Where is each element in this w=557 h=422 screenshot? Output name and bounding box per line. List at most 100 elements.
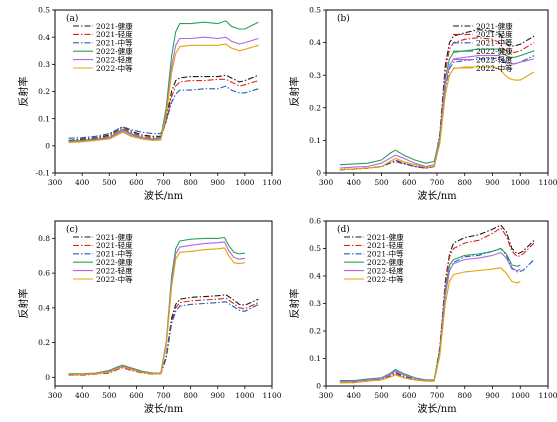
- x-tick-label: 700: [156, 178, 171, 187]
- series-line: [68, 20, 259, 142]
- y-tick-label: 0.2: [38, 87, 50, 96]
- y-tick-label: 0.5: [38, 6, 50, 15]
- y-tick-label: 0.3: [309, 71, 321, 80]
- x-tick-label: 700: [156, 391, 171, 400]
- series-line: [68, 247, 245, 376]
- series-line: [68, 78, 259, 142]
- panel-label: (c): [66, 224, 78, 235]
- x-tick-label: 500: [102, 178, 117, 187]
- x-tick-label: 900: [211, 178, 226, 187]
- legend-entry: 2021-健康: [367, 232, 404, 242]
- legend-entry: 2021-中等: [476, 38, 513, 48]
- x-tick-label: 300: [319, 178, 334, 187]
- legend-entry: 2022-健康: [476, 46, 513, 56]
- x-tick-label: 1100: [262, 391, 281, 400]
- x-tick-label: 400: [75, 178, 90, 187]
- x-axis-label: 波长/nm: [417, 402, 457, 415]
- x-tick-label: 700: [430, 178, 445, 187]
- series-line: [68, 301, 259, 376]
- x-tick-label: 900: [211, 391, 226, 400]
- y-tick-label: 0.6: [309, 217, 321, 226]
- x-tick-label: 400: [347, 391, 362, 400]
- legend-entry: 2021-轻度: [96, 29, 133, 39]
- series-line: [68, 43, 259, 144]
- legend-entry: 2022-轻度: [96, 54, 133, 64]
- x-tick-label: 800: [183, 391, 198, 400]
- chart-panel: 300 400 500 600 700 800 900 1000 1100 -0.1 0 0.1 0.2…: [17, 6, 282, 202]
- x-tick-label: 300: [48, 178, 63, 187]
- legend-entry: 2022-轻度: [367, 265, 404, 275]
- x-tick-label: 300: [48, 391, 63, 400]
- legend: 2021-健康2021-轻度2021-中等2022-健康2022-轻度2022-…: [344, 232, 404, 284]
- x-tick-label: 1100: [262, 178, 281, 187]
- y-axis-label: 反射率: [17, 77, 30, 107]
- legend-entry: 2022-中等: [96, 274, 133, 284]
- panel-label: (b): [337, 13, 350, 24]
- y-axis-label: 反射率: [288, 289, 301, 319]
- x-tick-label: 400: [347, 178, 362, 187]
- series-line: [68, 85, 259, 139]
- y-tick-label: 0.1: [38, 114, 50, 123]
- legend: 2021-健康2021-轻度2021-中等2022-健康2022-轻度2022-…: [453, 21, 513, 73]
- y-tick-label: 0.2: [38, 338, 50, 347]
- x-tick-label: 600: [129, 391, 144, 400]
- y-tick-label: 0.4: [38, 33, 50, 42]
- legend: 2021-健康2021-轻度2021-中等2022-健康2022-轻度2022-…: [73, 232, 133, 284]
- y-tick-label: 0: [316, 382, 321, 391]
- x-tick-label: 1000: [235, 178, 254, 187]
- x-tick-label: 700: [430, 391, 445, 400]
- y-tick-label: 0.4: [309, 38, 321, 47]
- legend-entry: 2021-中等: [367, 249, 404, 259]
- chart-panel: 300 400 500 600 700 800 900 1000 1100 0 0.2 0.4 0.6 0…: [17, 220, 282, 415]
- y-tick-label: 0.2: [309, 327, 321, 336]
- panel-label: (d): [337, 224, 350, 235]
- y-tick-label: 0.5: [309, 6, 321, 15]
- x-tick-label: 500: [102, 391, 117, 400]
- y-tick-label: 0.2: [309, 103, 321, 112]
- chart-panel: 300 400 500 600 700 800 900 1000 1100 0 0.1 0.2 0.3 0…: [288, 6, 557, 202]
- legend-entry: 2021-健康: [476, 21, 513, 31]
- legend-entry: 2021-轻度: [476, 29, 513, 39]
- x-tick-label: 900: [485, 178, 500, 187]
- legend-entry: 2021-轻度: [367, 240, 404, 250]
- legend-entry: 2022-轻度: [96, 265, 133, 275]
- chart-panel: 300 400 500 600 700 800 900 1000 1100 0 0.1 0.2 0.3 0…: [288, 217, 557, 415]
- legend-entry: 2021-健康: [96, 232, 133, 242]
- legend-entry: 2021-中等: [96, 249, 133, 259]
- y-axis-label: 反射率: [17, 289, 30, 319]
- legend-entry: 2022-健康: [96, 46, 133, 56]
- y-tick-label: 0.4: [38, 303, 50, 312]
- y-tick-label: 0: [45, 141, 50, 150]
- legend-entry: 2022-轻度: [476, 54, 513, 64]
- legend-entry: 2022-健康: [96, 257, 133, 267]
- x-axis-label: 波长/nm: [144, 402, 184, 415]
- legend-entry: 2021-健康: [96, 21, 133, 31]
- x-axis-label: 波长/nm: [144, 189, 184, 202]
- y-tick-label: -0.1: [36, 169, 50, 178]
- series-line: [339, 252, 521, 383]
- series-line: [68, 74, 259, 141]
- panel-label: (a): [66, 13, 78, 24]
- y-axis-label: 反射率: [288, 77, 301, 107]
- x-tick-label: 1100: [538, 178, 557, 187]
- x-tick-label: 900: [485, 391, 500, 400]
- x-axis-label: 波长/nm: [417, 189, 457, 202]
- legend-entry: 2022-中等: [476, 63, 513, 73]
- series-line: [339, 66, 535, 171]
- x-tick-label: 600: [129, 178, 144, 187]
- x-tick-label: 600: [402, 391, 417, 400]
- x-tick-label: 500: [374, 178, 389, 187]
- y-tick-label: 0.1: [309, 354, 321, 363]
- legend-entry: 2021-中等: [96, 38, 133, 48]
- x-tick-label: 400: [75, 391, 90, 400]
- legend-entry: 2021-轻度: [96, 240, 133, 250]
- series-line: [339, 48, 535, 166]
- x-tick-label: 500: [374, 391, 389, 400]
- y-tick-label: 0.8: [38, 234, 50, 243]
- series-line: [339, 267, 521, 384]
- x-tick-label: 300: [319, 391, 334, 400]
- legend: 2021-健康2021-轻度2021-中等2022-健康2022-轻度2022-…: [73, 21, 133, 73]
- legend-entry: 2022-中等: [96, 63, 133, 73]
- x-tick-label: 1000: [511, 391, 530, 400]
